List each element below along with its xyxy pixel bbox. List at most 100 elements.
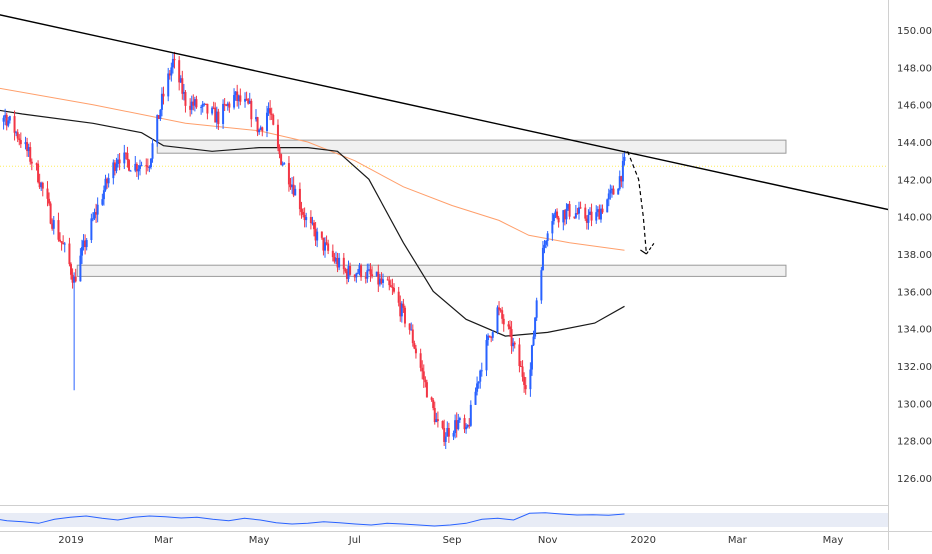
candle[interactable] [60,241,63,251]
candle[interactable] [203,102,206,107]
candle[interactable] [422,364,425,388]
candle[interactable] [300,201,303,219]
candle[interactable] [68,237,71,267]
candle[interactable] [621,153,624,189]
candle[interactable] [480,362,483,377]
candle[interactable] [228,101,231,113]
candle[interactable] [247,98,250,105]
candle[interactable] [552,213,555,225]
candle[interactable] [223,98,226,112]
candle[interactable] [378,274,381,287]
candle[interactable] [149,158,152,170]
candle[interactable] [160,87,163,117]
candle[interactable] [148,165,151,173]
candle[interactable] [41,181,44,197]
candle[interactable] [46,181,49,207]
candle[interactable] [491,330,494,341]
candle[interactable] [436,411,439,428]
candle[interactable] [502,314,505,332]
candle[interactable] [70,262,72,280]
candle[interactable] [425,379,428,398]
candle[interactable] [540,266,543,304]
candle[interactable] [314,222,317,246]
candle[interactable] [206,103,209,120]
candle[interactable] [95,203,98,223]
candle[interactable] [294,185,297,196]
candle[interactable] [151,138,154,163]
candle[interactable] [588,207,591,215]
candle[interactable] [51,218,54,231]
candle[interactable] [320,231,323,240]
candle[interactable] [79,248,82,282]
horizontal-zone[interactable] [156,139,787,154]
candle[interactable] [96,197,99,223]
candle[interactable] [623,150,626,166]
candle[interactable] [532,330,535,347]
candle[interactable] [543,240,546,254]
candle[interactable] [214,102,217,123]
candle[interactable] [193,96,196,112]
candle[interactable] [606,198,609,213]
candle[interactable] [49,201,52,225]
candle[interactable] [499,308,502,313]
candle[interactable] [156,114,159,147]
candle[interactable] [270,107,273,121]
candle[interactable] [217,108,220,130]
candle[interactable] [178,56,181,91]
candle[interactable] [587,209,590,230]
candle[interactable] [292,176,295,198]
candle[interactable] [563,209,566,226]
candle[interactable] [576,207,579,215]
candle[interactable] [113,159,116,176]
candle[interactable] [454,414,457,439]
candle[interactable] [145,158,148,175]
candle[interactable] [392,283,395,294]
candle[interactable] [349,262,352,276]
candle[interactable] [585,215,588,230]
candle[interactable] [479,369,482,389]
candle[interactable] [171,53,174,74]
candle[interactable] [466,424,469,429]
main-pane[interactable] [0,9,904,449]
candle[interactable] [278,144,281,159]
candle[interactable] [184,90,187,113]
candle[interactable] [7,116,10,128]
candle[interactable] [534,317,537,340]
candle[interactable] [245,91,248,101]
candle[interactable] [457,413,460,431]
candle[interactable] [414,344,417,359]
candle[interactable] [523,372,526,393]
candle[interactable] [106,177,109,189]
candle[interactable] [421,360,424,380]
candle[interactable] [37,160,40,184]
candle[interactable] [366,263,369,283]
candle[interactable] [112,159,115,185]
candle[interactable] [545,239,548,249]
candle[interactable] [433,401,436,425]
candle[interactable] [465,423,468,434]
candle[interactable] [618,170,621,191]
candle[interactable] [524,377,527,395]
candle[interactable] [410,322,413,331]
descending-trendline[interactable] [0,9,904,212]
candle[interactable] [342,253,345,275]
candle[interactable] [4,108,7,126]
candle[interactable] [579,201,582,209]
candle[interactable] [334,251,337,265]
candle[interactable] [26,137,29,157]
candle[interactable] [234,91,237,101]
candle[interactable] [181,70,184,100]
candle[interactable] [574,204,577,220]
candle[interactable] [27,143,30,158]
candle[interactable] [344,267,347,274]
candle[interactable] [345,268,348,285]
candle[interactable] [568,201,571,220]
candle[interactable] [375,271,378,277]
candle[interactable] [584,203,587,221]
candle[interactable] [369,263,372,282]
candle[interactable] [236,84,239,107]
candle[interactable] [259,125,262,131]
candle[interactable] [316,227,319,248]
candle[interactable] [129,169,132,172]
